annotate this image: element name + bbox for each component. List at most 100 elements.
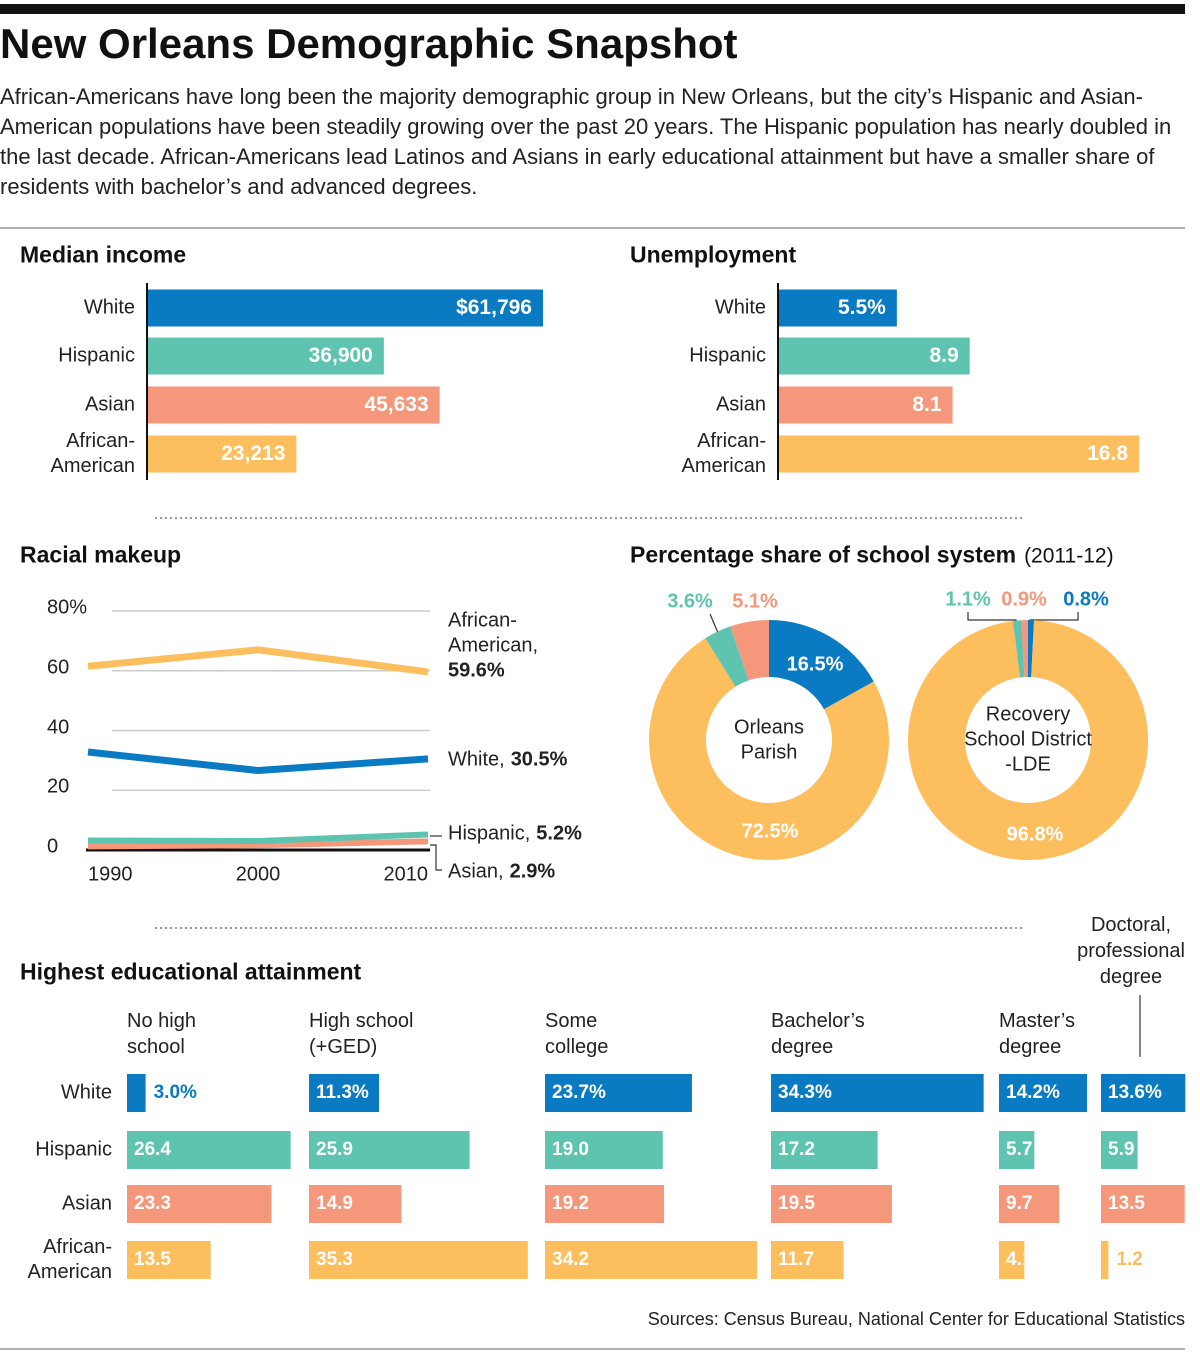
row-label: Asian <box>715 393 766 416</box>
value-label: 17.2 <box>778 1139 815 1161</box>
bar <box>545 1074 692 1112</box>
row-label: Asian <box>61 1192 112 1215</box>
bar <box>771 1074 984 1112</box>
value-label: 14.2% <box>1006 1082 1060 1104</box>
category-label: Bachelor’s degree <box>771 1010 865 1058</box>
x-tick-label: 1990 <box>88 863 133 886</box>
row-label: African-American <box>681 430 766 477</box>
series-label: White, 30.5% <box>448 748 567 773</box>
donut-segment <box>1012 620 1025 678</box>
series-line <box>87 838 429 850</box>
center-label: Parish <box>740 741 798 763</box>
series-name: African-American, <box>448 609 539 657</box>
bar <box>545 1185 665 1223</box>
series-name: Hispanic, <box>448 822 531 845</box>
series-label: African-American, 59.6% <box>448 609 568 684</box>
donut-segment <box>769 620 874 710</box>
series-end-value: 5.2% <box>536 822 582 845</box>
bar <box>127 1241 211 1279</box>
row-label: White <box>83 296 135 319</box>
top-rule <box>0 4 1185 14</box>
value-label: 5.5% <box>837 295 886 319</box>
series-line <box>87 748 429 775</box>
value-label: 34.3% <box>778 1082 832 1104</box>
bar <box>127 1074 146 1112</box>
value-label: 8.9 <box>929 343 959 367</box>
value-label: 45,633 <box>364 392 429 416</box>
bar <box>148 435 297 473</box>
chart-title: Percentage share of school system <box>630 541 1017 568</box>
value-label: 19.5 <box>778 1193 815 1215</box>
donut-segment <box>1021 620 1028 678</box>
bar <box>999 1185 1060 1223</box>
leader-line <box>430 844 442 871</box>
donut-segment <box>1028 620 1035 678</box>
series-end-value: 59.6% <box>448 659 505 682</box>
value-label: 34.2 <box>552 1249 589 1271</box>
value-label: 0.8% <box>1063 588 1109 611</box>
bar <box>148 386 440 424</box>
series-name: Asian, <box>448 860 504 883</box>
center-label: Orleans <box>733 716 805 738</box>
row-label: Hispanic <box>58 344 135 367</box>
series-label: Hispanic, 5.2% <box>448 822 582 847</box>
value-label: 0.9% <box>1001 588 1047 611</box>
bar <box>1101 1185 1185 1223</box>
bar <box>999 1074 1088 1112</box>
bar <box>779 337 970 375</box>
value-label: 16.5% <box>786 653 844 676</box>
row-label: Hispanic <box>689 344 766 367</box>
row-label: Hispanic <box>35 1138 112 1161</box>
section-title: Median income <box>20 241 187 268</box>
bar <box>771 1241 844 1279</box>
series-end-value: 2.9% <box>509 860 556 883</box>
bar <box>545 1131 663 1169</box>
value-label: 35.3 <box>316 1249 353 1271</box>
row-label: White <box>60 1081 112 1104</box>
center-label: School District <box>964 728 1092 751</box>
y-tick-label: 20 <box>47 775 70 798</box>
center-label: -LDE <box>1005 753 1051 776</box>
value-label: $61,796 <box>456 295 532 319</box>
y-tick-label: 60 <box>47 656 70 679</box>
y-tick-label: 40 <box>47 716 70 738</box>
value-label: 14.9 <box>316 1193 353 1215</box>
value-label: 8.1 <box>912 392 942 416</box>
bar <box>771 1185 892 1223</box>
donut-segment <box>649 638 889 861</box>
bar <box>771 1131 878 1169</box>
y-tick-label: 80% <box>47 596 88 619</box>
bar <box>309 1241 528 1279</box>
bar <box>309 1185 402 1223</box>
bar <box>148 337 384 375</box>
description: African-Americans have long been the maj… <box>0 84 1172 199</box>
x-tick-label: 2000 <box>235 863 281 886</box>
section-title: Percentage share of school system (2011-1… <box>630 540 1114 569</box>
section-title: Unemployment <box>630 241 797 268</box>
section-title: Highest educational attainment <box>20 958 362 985</box>
series-line <box>87 646 429 676</box>
value-label: 5.1% <box>732 590 778 613</box>
x-tick-label: 2010 <box>383 863 429 886</box>
bar <box>1101 1131 1138 1169</box>
bar <box>148 289 543 327</box>
value-label: 3.6% <box>667 590 713 613</box>
bar <box>779 289 897 327</box>
category-label: No high school <box>127 1010 196 1058</box>
value-label: 23,213 <box>221 441 286 465</box>
series-name: White, <box>448 748 505 771</box>
bar <box>545 1241 758 1279</box>
donut-segment <box>908 620 1148 861</box>
row-label: African-American <box>27 1236 112 1283</box>
bar <box>127 1131 291 1169</box>
donut-segment <box>705 626 749 687</box>
series-label: Asian, 2.9% <box>448 860 555 885</box>
bar <box>999 1241 1025 1279</box>
value-label: 4.1 <box>1006 1249 1033 1271</box>
series-end-value: 30.5% <box>510 748 568 771</box>
bar <box>309 1131 470 1169</box>
row-label: White <box>714 296 766 319</box>
bar <box>1101 1241 1109 1279</box>
